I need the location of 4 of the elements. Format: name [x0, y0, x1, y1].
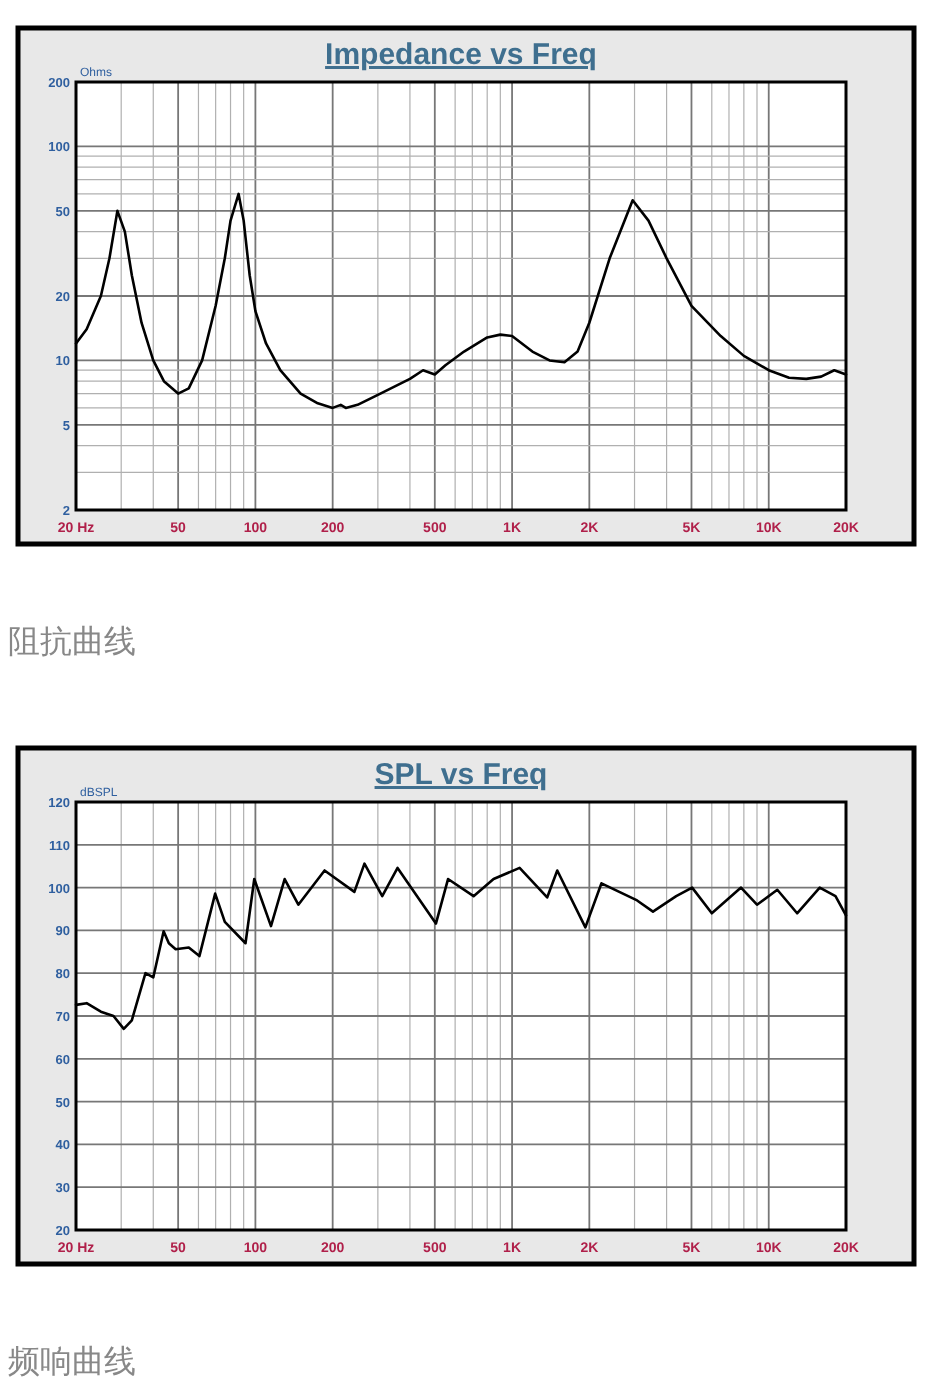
text: 频响曲线 — [8, 1342, 136, 1380]
text: 阻抗曲线 — [8, 622, 136, 660]
chart-title: Impedance vs Freq — [325, 38, 597, 72]
chart-title: SPL vs Freq — [374, 758, 548, 792]
